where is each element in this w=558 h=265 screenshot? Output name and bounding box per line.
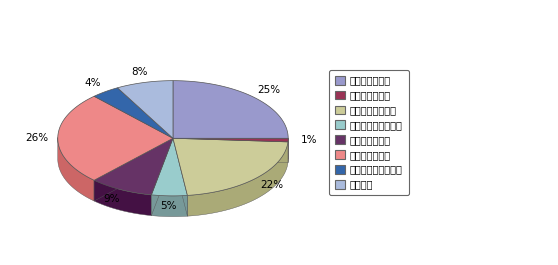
Polygon shape — [151, 195, 187, 217]
Polygon shape — [173, 81, 288, 138]
Polygon shape — [173, 138, 288, 159]
Polygon shape — [173, 138, 187, 216]
Text: 26%: 26% — [26, 133, 49, 143]
Polygon shape — [94, 138, 173, 201]
Legend: 通信设备制造业, 雷达与广播设备, 电子计算机制造业, 家用视听设备制造业, 电子器件制造业, 电子元件制造业, 电子测量与专用设备, 电子信息: 通信设备制造业, 雷达与广播设备, 电子计算机制造业, 家用视听设备制造业, 电… — [329, 70, 408, 195]
Polygon shape — [94, 138, 173, 201]
Polygon shape — [151, 138, 173, 216]
Polygon shape — [173, 138, 288, 163]
Text: 5%: 5% — [161, 201, 177, 211]
Polygon shape — [187, 142, 288, 216]
Text: 4%: 4% — [85, 78, 102, 88]
Polygon shape — [94, 180, 151, 216]
Polygon shape — [173, 138, 288, 142]
Polygon shape — [173, 138, 187, 216]
Polygon shape — [58, 138, 94, 201]
Polygon shape — [58, 96, 173, 180]
Polygon shape — [118, 81, 173, 138]
Polygon shape — [173, 138, 288, 163]
Polygon shape — [173, 138, 288, 195]
Polygon shape — [94, 88, 173, 138]
Polygon shape — [151, 138, 187, 196]
Polygon shape — [173, 138, 288, 159]
Text: 1%: 1% — [301, 135, 317, 145]
Text: 8%: 8% — [131, 67, 147, 77]
Text: 25%: 25% — [258, 85, 281, 95]
Polygon shape — [151, 138, 173, 216]
Polygon shape — [94, 138, 173, 195]
Text: 9%: 9% — [103, 194, 119, 204]
Text: 22%: 22% — [261, 180, 283, 190]
